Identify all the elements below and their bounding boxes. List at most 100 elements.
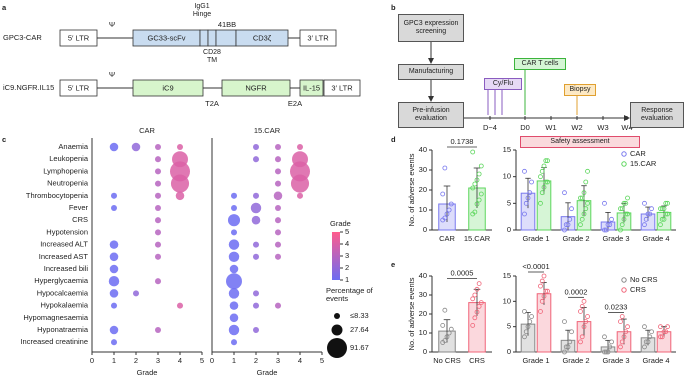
category-label: Thrombocytopenia <box>26 191 89 200</box>
event-box: Biopsy <box>564 84 596 96</box>
data-point <box>539 278 545 284</box>
data-point <box>618 206 623 212</box>
size-legend-label: 27.64 <box>350 325 369 334</box>
data-point <box>579 303 585 309</box>
data-point <box>522 309 527 314</box>
x-axis-label: Grade <box>257 368 278 377</box>
data-point <box>539 298 545 304</box>
panel-label: b <box>391 3 396 12</box>
data-point <box>609 216 614 222</box>
data-point <box>543 158 549 164</box>
bubble <box>154 143 162 151</box>
data-point <box>476 197 482 203</box>
y-tick-label: 30 <box>419 290 427 299</box>
colorbar-tick-label: 3 <box>345 251 349 260</box>
bubble <box>228 251 240 263</box>
data-point <box>621 334 627 340</box>
legend-label: CRS <box>630 285 646 294</box>
ltr-box <box>323 79 361 97</box>
data-point <box>567 339 573 345</box>
psi-label: Ψ <box>109 70 115 79</box>
bubble <box>274 156 282 163</box>
x-tick-label: 1 <box>112 356 116 365</box>
data-point <box>478 163 484 169</box>
data-point <box>642 344 647 350</box>
safety-box: Safety assessment <box>520 136 640 148</box>
bubble <box>154 168 162 175</box>
data-point <box>539 190 545 196</box>
bubble <box>252 241 260 248</box>
chart-title: 15.CAR <box>254 126 281 135</box>
bubble <box>251 215 261 225</box>
linker-label: E2A <box>288 99 302 108</box>
p-value: 0.0005 <box>451 269 474 278</box>
bubble <box>250 202 262 214</box>
category-label: Fever <box>69 203 89 212</box>
panel-label: a <box>2 3 7 12</box>
data-point <box>442 215 448 221</box>
data-point <box>541 163 547 169</box>
data-point <box>541 184 547 190</box>
x-axis-label: Grade <box>137 368 158 377</box>
bubble <box>296 192 304 199</box>
data-point <box>625 211 630 217</box>
data-point <box>581 324 587 330</box>
y-tick-label: 10 <box>419 205 427 214</box>
hinge-label: IgG1 Hinge <box>192 3 212 18</box>
category-label: Increased bili <box>44 264 89 273</box>
y-tick-label: 10 <box>503 296 511 305</box>
element-label: iC9 <box>162 83 173 92</box>
category-label: Neutropenia <box>47 179 89 188</box>
y-tick-label: 20 <box>419 309 427 318</box>
bubble <box>228 288 240 299</box>
timepoint-label: W3 <box>597 123 608 132</box>
data-point <box>476 171 482 177</box>
data-point <box>619 314 625 319</box>
bubble <box>230 192 238 199</box>
data-point <box>659 206 665 212</box>
x-tick-label: Grade 4 <box>642 356 669 365</box>
data-point <box>642 324 647 330</box>
data-point <box>661 329 667 335</box>
data-point <box>658 222 663 228</box>
bubble <box>154 192 162 199</box>
x-tick-label: 15.CAR <box>464 234 491 243</box>
data-point <box>619 222 625 228</box>
bubble <box>230 229 238 236</box>
element-label: 3′ LTR <box>307 33 329 42</box>
data-point <box>529 179 534 185</box>
element-label: IL-15 <box>303 83 320 92</box>
data-point <box>665 211 670 217</box>
data-point <box>472 181 478 187</box>
data-point <box>525 195 531 201</box>
category-label: Hyponatraemia <box>37 325 89 334</box>
bubble <box>252 290 260 297</box>
data-point <box>585 200 590 206</box>
data-point <box>623 200 629 206</box>
colorbar-tick-label: 4 <box>345 239 349 248</box>
data-point <box>583 179 589 185</box>
data-point <box>545 158 550 164</box>
colorbar <box>332 232 340 280</box>
data-point <box>525 324 531 330</box>
bubble <box>170 174 190 193</box>
x-tick-label: Grade 4 <box>642 234 669 243</box>
x-tick-label: No CRS <box>433 356 461 365</box>
data-point <box>565 222 571 228</box>
construct-name: GPC3-CAR <box>3 33 42 42</box>
data-point <box>658 206 663 212</box>
data-point <box>562 349 567 355</box>
x-tick-label: CAR <box>439 234 455 243</box>
p-value: 0.0002 <box>565 287 588 296</box>
data-point <box>661 216 667 222</box>
data-point <box>472 209 478 215</box>
data-point <box>527 190 533 196</box>
data-point <box>522 168 527 174</box>
data-point <box>659 334 665 340</box>
element-box <box>207 29 217 47</box>
bubble <box>252 192 260 199</box>
p-value: 0.1738 <box>451 137 474 146</box>
bubble <box>109 264 119 274</box>
